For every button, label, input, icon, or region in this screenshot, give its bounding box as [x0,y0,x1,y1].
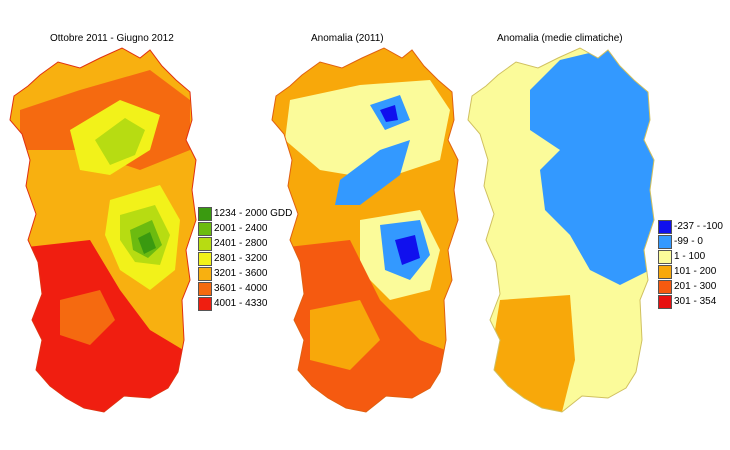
legend-item: 4001 - 4330 [198,296,292,311]
legend-label: 1234 - 2000 GDD [214,207,293,219]
legend-label: 2801 - 3200 [214,252,268,264]
legend-item: 2401 - 2800 [198,236,292,251]
map-title-gdd: Ottobre 2011 - Giugno 2012 [50,33,174,44]
legend-swatch [198,266,212,281]
legend-swatch [198,296,212,311]
legend-swatch [198,281,212,296]
legend-swatch [198,206,212,221]
legend-item: 301 - 354 [658,294,723,309]
legend-gdd: 1234 - 2000 GDD 2001 - 2400 2401 - 2800 … [198,206,292,311]
legend-item: -99 - 0 [658,234,723,249]
legend-swatch [658,219,672,234]
legend-swatch [658,234,672,249]
map-anomaly-2011 [272,48,458,412]
legend-label: 2401 - 2800 [214,237,268,249]
legend-swatch [198,236,212,251]
legend-item: 1 - 100 [658,249,723,264]
legend-label: 4001 - 4330 [214,297,268,309]
legend-swatch [658,264,672,279]
legend-label: 101 - 200 [674,265,717,277]
legend-label: 1 - 100 [674,250,706,262]
legend-label: 301 - 354 [674,295,717,307]
legend-label: 2001 - 2400 [214,222,268,234]
legend-swatch [658,294,672,309]
legend-label: -99 - 0 [674,235,703,247]
map-title-anomaly-2011: Anomalia (2011) [311,33,384,44]
map-title-anomaly-climatic: Anomalia (medie climatiche) [497,33,623,44]
legend-label: 3601 - 4000 [214,282,268,294]
legend-item: 2801 - 3200 [198,251,292,266]
legend-item: -237 - -100 [658,219,723,234]
legend-swatch [658,249,672,264]
map-gdd [10,48,196,412]
legend-item: 3601 - 4000 [198,281,292,296]
legend-item: 201 - 300 [658,279,723,294]
legend-item: 3201 - 3600 [198,266,292,281]
legend-swatch [658,279,672,294]
legend-item: 2001 - 2400 [198,221,292,236]
legend-label: 3201 - 3600 [214,267,268,279]
legend-anomaly-climatic: -237 - -100 -99 - 0 1 - 100 101 - 200 20… [658,219,723,309]
legend-item: 1234 - 2000 GDD [198,206,292,221]
legend-swatch [198,251,212,266]
legend-label: 201 - 300 [674,280,717,292]
legend-swatch [198,221,212,236]
legend-item: 101 - 200 [658,264,723,279]
legend-label: -237 - -100 [674,220,723,232]
